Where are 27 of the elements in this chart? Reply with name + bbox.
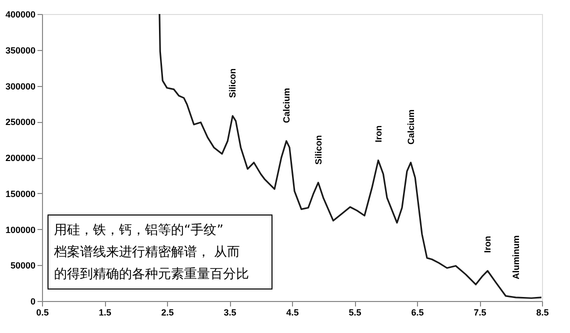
x-tick-label: 2.5	[161, 308, 174, 318]
x-tick-label: 3.5	[224, 308, 236, 318]
x-tick-label: 8.5	[536, 308, 549, 318]
annotation: Silicon	[228, 68, 238, 98]
x-tick-label: 0.5	[36, 308, 49, 318]
annotation: 用硅，铁，钙，铝等的“手纹” 档案谱线来进行精密解谱， 从而的得到精确的各种元素重量百分比	[53, 223, 249, 282]
x-tick-label: 4.5	[286, 308, 299, 318]
y-tick-label: 200000	[5, 153, 36, 163]
x-tick-label: 1.5	[98, 308, 112, 318]
y-tick-label: 400000	[5, 10, 36, 20]
y-tick-label: 50000	[10, 260, 36, 271]
x-tick-label: 7.5	[474, 308, 486, 318]
annotation: Calcium	[281, 88, 292, 123]
annotation: Silicon	[313, 135, 324, 165]
line-series	[158, 13, 542, 299]
annotation: Calcium	[406, 110, 416, 145]
annotation: Iron	[482, 236, 493, 253]
annotation: Aluminum	[510, 235, 521, 280]
x-tick-label: 6.5	[411, 308, 424, 318]
y-tick-label: 300000	[5, 81, 36, 92]
y-tick-label: 350000	[5, 45, 36, 56]
x-tick-label: 5.5	[348, 308, 362, 318]
y-tick-label: 100000	[5, 224, 36, 235]
y-tick-label: 0	[30, 296, 36, 306]
y-tick-label: 250000	[5, 117, 36, 128]
annotation: Iron	[373, 125, 384, 142]
y-tick-label: 150000	[5, 188, 36, 199]
